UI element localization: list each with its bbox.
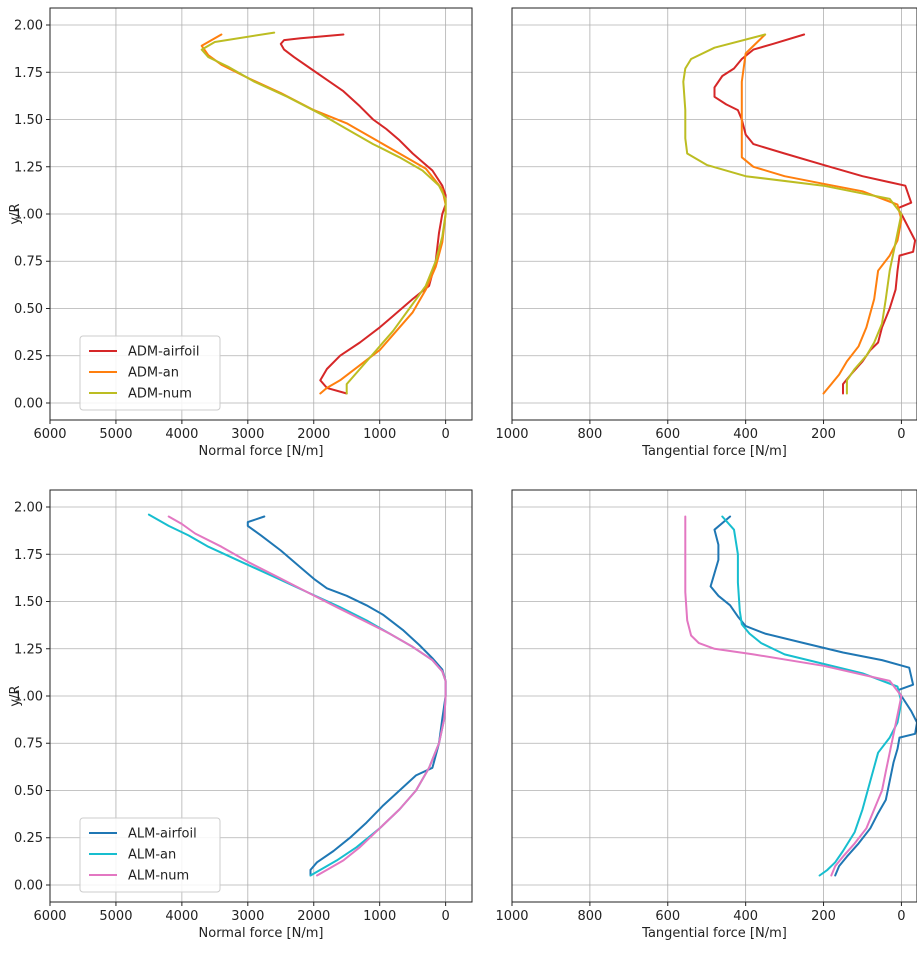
x-tick-label: 3000 xyxy=(231,909,264,924)
legend-box xyxy=(79,817,221,893)
x-tick-label: 0 xyxy=(441,909,449,924)
series-line-adm-num xyxy=(200,31,447,395)
x-tick-label: 400 xyxy=(733,427,758,442)
x-axis-label: Normal force [N/m] xyxy=(199,444,324,459)
x-axis-label: Tangential force [N/m] xyxy=(641,926,787,941)
legend-entry: ALM-num xyxy=(128,869,189,884)
y-tick-label: 1.50 xyxy=(14,113,43,128)
y-tick-label: 1.50 xyxy=(14,595,43,610)
plot-frame xyxy=(511,7,917,421)
x-tick-label: 2000 xyxy=(297,427,330,442)
x-tick-label: 5000 xyxy=(99,427,132,442)
y-tick-label: 0.25 xyxy=(14,349,43,364)
chart-panel-adm-normal: 6000 5000 4000 3000 2000 1000 0 0.00 0.25 0.50 0.7… xyxy=(8,7,473,459)
legend-entry: ADM-an xyxy=(128,366,179,381)
series-line-alm-num xyxy=(684,515,903,877)
x-axis-label: Tangential force [N/m] xyxy=(641,444,787,459)
legend-box xyxy=(79,335,221,411)
x-tick-label: 1000 xyxy=(363,427,396,442)
y-tick-label: 1.25 xyxy=(14,642,43,657)
y-tick-label: 2.00 xyxy=(14,19,43,34)
y-tick-label: 1.75 xyxy=(14,66,43,81)
y-tick-label: 1.00 xyxy=(14,690,43,705)
y-tick-label: 1.00 xyxy=(14,208,43,223)
x-tick-label: 5000 xyxy=(99,909,132,924)
legend-entry: ADM-num xyxy=(128,387,192,402)
plot-frame xyxy=(49,489,473,903)
x-tick-label: 200 xyxy=(811,909,836,924)
x-axis-label: Normal force [N/m] xyxy=(199,926,324,941)
series-line-alm-airfoil xyxy=(246,515,447,877)
x-tick-label: 0 xyxy=(897,427,905,442)
legend-entry: ALM-airfoil xyxy=(128,827,197,842)
chart-panel-alm-tangential: 1000 800 600 400 200 0 Tangential force [N/m] xyxy=(495,489,917,941)
y-axis-label: y/R xyxy=(8,203,23,224)
legend-entry: ADM-airfoil xyxy=(128,345,200,360)
chart-panel-adm-tangential: 1000 800 600 400 200 0 Tangential force [N/m] xyxy=(495,7,917,459)
x-tick-label: 0 xyxy=(897,909,905,924)
x-tick-label: 1000 xyxy=(363,909,396,924)
chart-panel-alm-normal: 6000 5000 4000 3000 2000 1000 0 0.00 0.25 0.50 0.7… xyxy=(8,489,473,941)
x-tick-label: 6000 xyxy=(33,427,66,442)
y-tick-label: 0.00 xyxy=(14,396,43,411)
series-line-adm-num xyxy=(682,33,903,395)
y-axis-label: y/R xyxy=(8,685,23,706)
y-tick-label: 0.75 xyxy=(14,255,43,270)
legend-entry: ALM-an xyxy=(128,848,176,863)
y-tick-label: 0.75 xyxy=(14,737,43,752)
x-tick-label: 400 xyxy=(733,909,758,924)
series-line-adm-airfoil xyxy=(279,33,447,395)
y-tick-label: 0.00 xyxy=(14,878,43,893)
x-tick-label: 6000 xyxy=(33,909,66,924)
x-tick-label: 1000 xyxy=(495,909,528,924)
y-tick-label: 0.25 xyxy=(14,831,43,846)
legend: ADM-airfoil ADM-an ADM-num xyxy=(79,335,221,411)
legend: ALM-airfoil ALM-an ALM-num xyxy=(79,817,221,893)
series-line-alm-an xyxy=(721,515,903,877)
x-tick-label: 200 xyxy=(811,427,836,442)
series-line-adm-airfoil xyxy=(713,33,917,395)
x-tick-label: 3000 xyxy=(231,427,264,442)
y-tick-label: 1.25 xyxy=(14,160,43,175)
x-tick-label: 2000 xyxy=(297,909,330,924)
plot-frame xyxy=(49,7,473,421)
y-tick-label: 2.00 xyxy=(14,501,43,516)
y-tick-label: 1.75 xyxy=(14,548,43,563)
x-tick-label: 800 xyxy=(577,427,602,442)
x-tick-label: 600 xyxy=(655,909,680,924)
plot-frame xyxy=(511,489,917,903)
x-tick-label: 600 xyxy=(655,427,680,442)
x-tick-label: 4000 xyxy=(165,909,198,924)
x-tick-label: 800 xyxy=(577,909,602,924)
x-tick-label: 0 xyxy=(441,427,449,442)
x-tick-label: 1000 xyxy=(495,427,528,442)
series-line-alm-airfoil xyxy=(709,515,917,877)
x-tick-label: 4000 xyxy=(165,427,198,442)
series-line-alm-num xyxy=(167,515,447,877)
y-tick-label: 0.50 xyxy=(14,784,43,799)
y-tick-label: 0.50 xyxy=(14,302,43,317)
